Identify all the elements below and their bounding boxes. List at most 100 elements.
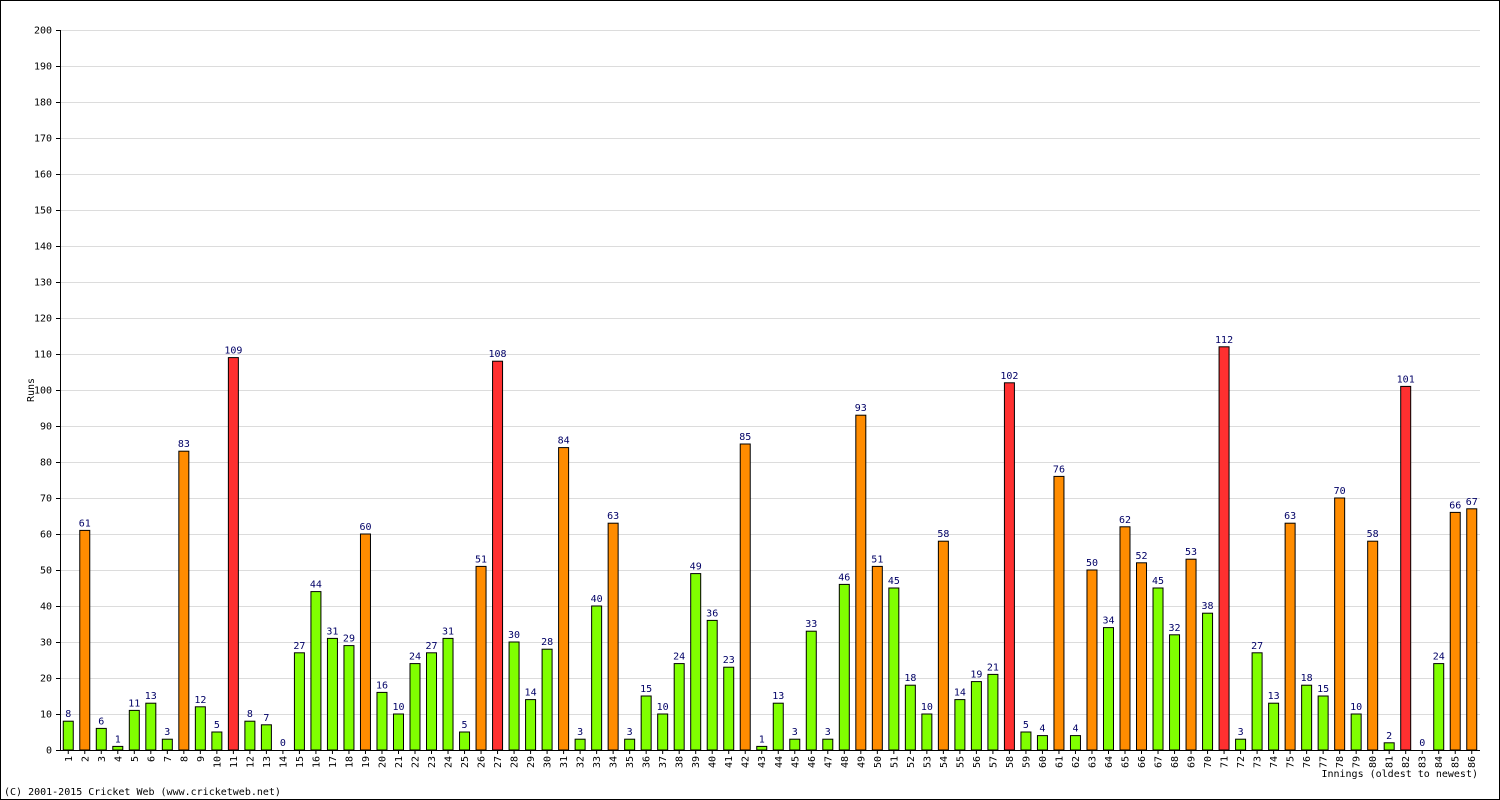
x-tick-label: 39 <box>691 756 702 768</box>
bar <box>194 706 206 751</box>
bar <box>904 684 916 751</box>
bar <box>673 663 685 751</box>
x-tick-label: 6 <box>146 756 157 762</box>
value-label: 15 <box>640 684 652 695</box>
bar <box>161 738 173 751</box>
y-tick-label: 100 <box>34 386 52 397</box>
value-label: 14 <box>525 688 537 699</box>
value-label: 27 <box>425 641 437 652</box>
bar <box>954 699 966 751</box>
value-label: 10 <box>392 702 404 713</box>
bar <box>343 645 355 751</box>
bar <box>789 738 801 751</box>
value-label: 44 <box>310 580 322 591</box>
bar <box>178 450 190 751</box>
x-tick-label: 38 <box>675 756 686 768</box>
value-label: 13 <box>145 691 157 702</box>
x-tick-label: 8 <box>179 756 190 762</box>
y-tick-label: 190 <box>34 62 52 73</box>
bar <box>211 731 223 751</box>
bar <box>426 652 438 751</box>
bar <box>1202 612 1214 751</box>
value-label: 60 <box>359 522 371 533</box>
value-label: 18 <box>1301 673 1313 684</box>
x-tick-label: 5 <box>130 756 141 762</box>
value-label: 1 <box>115 734 121 745</box>
value-label: 3 <box>577 727 583 738</box>
value-label: 93 <box>855 403 867 414</box>
x-tick-label: 73 <box>1253 756 1264 768</box>
value-label: 5 <box>214 720 220 731</box>
y-tick-label: 60 <box>40 530 52 541</box>
x-tick-label: 81 <box>1385 756 1396 768</box>
value-label: 52 <box>1135 551 1147 562</box>
value-label: 0 <box>280 738 286 749</box>
value-label: 51 <box>871 554 883 565</box>
x-tick-label: 17 <box>328 756 339 768</box>
x-tick-label: 64 <box>1104 756 1115 768</box>
x-tick-label: 62 <box>1071 756 1082 768</box>
value-label: 61 <box>79 518 91 529</box>
x-tick-label: 10 <box>212 756 223 768</box>
value-label: 14 <box>954 688 966 699</box>
value-label: 63 <box>1284 511 1296 522</box>
value-label: 34 <box>1102 616 1114 627</box>
bar <box>62 720 74 751</box>
value-label: 50 <box>1086 558 1098 569</box>
value-label: 13 <box>1268 691 1280 702</box>
value-label: 83 <box>178 439 190 450</box>
bar <box>95 727 107 751</box>
bar <box>1086 569 1098 751</box>
x-tick-label: 11 <box>229 756 240 768</box>
bar <box>624 738 636 751</box>
bar <box>1433 663 1445 751</box>
x-tick-label: 71 <box>1220 756 1231 768</box>
bar <box>1449 511 1461 751</box>
y-tick-label: 200 <box>34 26 52 37</box>
y-tick-label: 160 <box>34 170 52 181</box>
bar <box>1169 634 1181 751</box>
value-label: 101 <box>1397 374 1415 385</box>
x-tick-label: 67 <box>1154 756 1165 768</box>
x-tick-label: 31 <box>559 756 570 768</box>
x-tick-label: 76 <box>1302 756 1313 768</box>
value-label: 112 <box>1215 335 1233 346</box>
value-label: 45 <box>888 576 900 587</box>
x-tick-label: 57 <box>988 756 999 768</box>
x-tick-label: 13 <box>262 756 273 768</box>
value-label: 10 <box>921 702 933 713</box>
x-axis-label: Innings (oldest to newest) <box>1321 769 1478 780</box>
value-label: 4 <box>1072 724 1078 735</box>
bar <box>1466 508 1478 751</box>
x-tick-label: 48 <box>840 756 851 768</box>
x-tick-label: 77 <box>1319 756 1330 768</box>
bar <box>128 709 140 751</box>
x-tick-label: 70 <box>1203 756 1214 768</box>
value-label: 13 <box>772 691 784 702</box>
value-label: 5 <box>1023 720 1029 731</box>
x-tick-label: 52 <box>906 756 917 768</box>
bar <box>1400 385 1412 751</box>
x-tick-label: 25 <box>460 756 471 768</box>
value-label: 0 <box>1419 738 1425 749</box>
bar <box>1152 587 1164 751</box>
value-label: 2 <box>1386 731 1392 742</box>
x-tick-label: 78 <box>1335 756 1346 768</box>
x-tick-label: 36 <box>642 756 653 768</box>
x-tick-label: 69 <box>1187 756 1198 768</box>
bar <box>1301 684 1313 751</box>
value-label: 3 <box>164 727 170 738</box>
x-tick-label: 24 <box>444 756 455 768</box>
value-label: 24 <box>1433 652 1445 663</box>
bar <box>459 731 471 751</box>
value-label: 36 <box>706 608 718 619</box>
value-label: 11 <box>128 698 140 709</box>
bar <box>822 738 834 751</box>
value-label: 58 <box>937 529 949 540</box>
x-tick-label: 58 <box>1005 756 1016 768</box>
x-tick-label: 65 <box>1121 756 1132 768</box>
bar <box>640 695 652 751</box>
value-label: 109 <box>224 346 242 357</box>
x-tick-label: 21 <box>394 756 405 768</box>
y-tick-label: 50 <box>40 566 52 577</box>
